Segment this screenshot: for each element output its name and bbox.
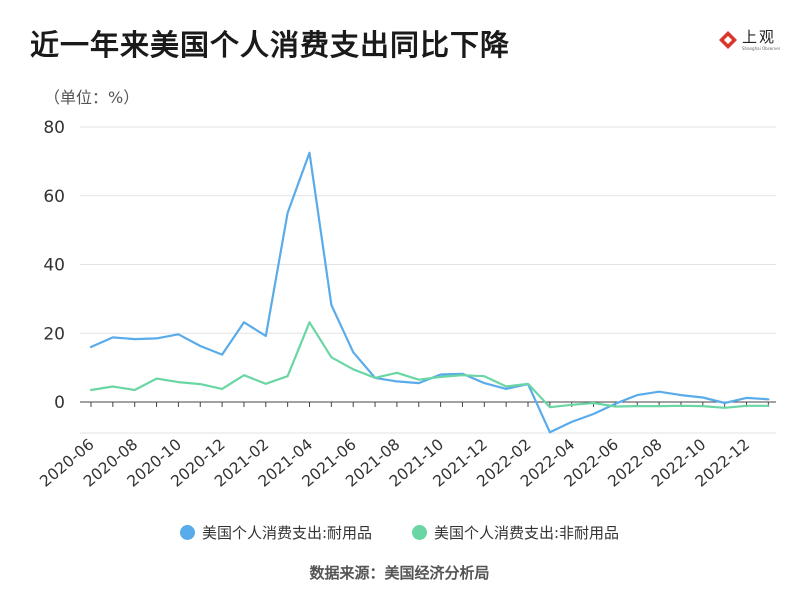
source-note: 数据来源：美国经济分析局 [309, 564, 490, 582]
y-tick-label: 80 [43, 118, 65, 138]
brand-logo: 上观 Shanghai Observer [718, 30, 780, 51]
legend-item-nondurable[interactable]: 美国个人消费支出:非耐用品 [412, 522, 619, 543]
y-tick-label: 0 [54, 393, 65, 413]
grid-layer [80, 126, 776, 434]
y-tick-label: 60 [43, 187, 65, 207]
logo-subtext: Shanghai Observer [742, 46, 781, 51]
line-chart: 0 20 40 60 80 2020-062020-082020-102020-1220… [36, 118, 776, 491]
series-line-durable [89, 151, 770, 434]
logo-text: 上观 [742, 28, 777, 46]
legend-marker-nondurable [412, 525, 427, 540]
legend-item-durable[interactable]: 美国个人消费支出:耐用品 [179, 522, 372, 543]
series-line-nondurable [89, 321, 770, 409]
series-layer [89, 151, 770, 434]
y-axis-ticks: 0 20 40 60 80 [43, 118, 65, 413]
legend-label-durable: 美国个人消费支出:耐用品 [201, 524, 372, 542]
legend-marker-durable [179, 525, 195, 540]
legend: 美国个人消费支出:耐用品 美国个人消费支出:非耐用品 [0, 522, 799, 543]
logo-mark-icon [719, 31, 737, 49]
y-tick-label: 40 [43, 256, 65, 276]
y-tick-label: 20 [43, 324, 65, 344]
chart-title: 近一年来美国个人消费支出同比下降 [30, 28, 511, 62]
legend-label-nondurable: 美国个人消费支出:非耐用品 [434, 524, 620, 542]
unit-label: （单位：%） [44, 88, 140, 107]
x-axis: 2020-062020-082020-102020-122021-022021-… [36, 402, 769, 491]
